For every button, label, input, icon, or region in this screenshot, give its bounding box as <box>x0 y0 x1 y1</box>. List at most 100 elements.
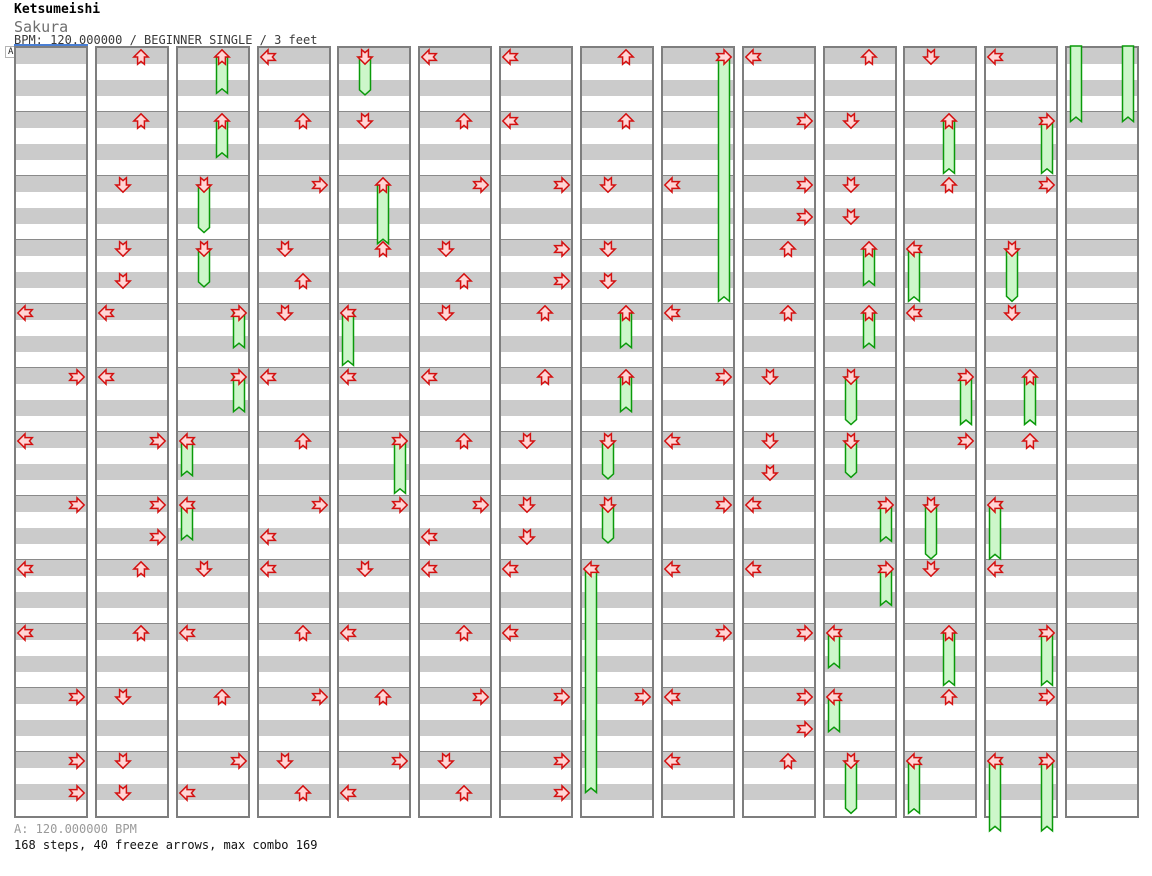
beat-stripe <box>259 560 329 576</box>
beat-stripe <box>905 112 975 128</box>
beat-stripe <box>178 48 248 64</box>
beat-stripe <box>501 336 571 352</box>
beat-stripe <box>97 560 167 576</box>
freeze-arrow-down <box>922 495 941 560</box>
freeze-arrow-right <box>391 431 409 495</box>
beat-stripe <box>825 80 895 96</box>
tap-arrow-left <box>501 623 519 642</box>
tap-arrow-right <box>553 751 571 770</box>
tap-arrow-left <box>420 367 438 386</box>
beat-stripe <box>1067 80 1137 96</box>
beat-stripe <box>986 496 1056 512</box>
beat-stripe <box>420 688 490 704</box>
beat-stripe <box>259 176 329 192</box>
tap-arrow-left <box>420 47 438 66</box>
beat-stripe <box>744 176 814 192</box>
beat-stripe <box>16 112 86 128</box>
beat-stripe <box>178 432 248 448</box>
freeze-arrow-down <box>842 367 861 426</box>
beat-stripe <box>663 688 733 704</box>
beat-stripe <box>825 592 895 608</box>
beat-stripe <box>825 528 895 544</box>
beat-stripe <box>339 624 409 640</box>
freeze-arrow-right <box>230 303 248 349</box>
beat-stripe <box>582 528 652 544</box>
tap-arrow-left <box>259 527 277 546</box>
freeze-arrow-left <box>178 495 196 541</box>
beat-stripe <box>825 784 895 800</box>
bpm-marker-line <box>14 44 88 46</box>
tap-arrow-down <box>518 431 537 449</box>
beat-stripe <box>986 48 1056 64</box>
tap-arrow-right <box>391 495 409 514</box>
beat-stripe <box>16 720 86 736</box>
beat-stripe <box>259 368 329 384</box>
beat-stripe <box>986 464 1056 480</box>
beat-stripe <box>259 720 329 736</box>
beat-stripe <box>501 48 571 64</box>
tap-arrow-right <box>68 367 86 386</box>
beat-stripe <box>97 112 167 128</box>
beat-stripe <box>986 112 1056 128</box>
beat-stripe <box>420 80 490 96</box>
tap-arrow-up <box>616 112 635 130</box>
beat-stripe <box>16 400 86 416</box>
tap-arrow-left <box>259 47 277 66</box>
beat-stripe <box>16 368 86 384</box>
beat-stripe <box>420 432 490 448</box>
beat-stripe <box>420 400 490 416</box>
beat-stripe <box>259 400 329 416</box>
beat-stripe <box>420 560 490 576</box>
tap-arrow-up <box>535 304 554 322</box>
beat-stripe <box>582 592 652 608</box>
freeze-arrow-up <box>212 112 231 159</box>
beat-stripe <box>178 656 248 672</box>
beat-stripe <box>501 176 571 192</box>
freeze-arrow-down <box>1003 239 1022 302</box>
beat-stripe <box>16 240 86 256</box>
beat-stripe <box>663 272 733 288</box>
beat-stripe <box>339 336 409 352</box>
beat-stripe <box>501 208 571 224</box>
beat-stripe <box>986 336 1056 352</box>
beat-stripe <box>825 144 895 160</box>
beat-stripe <box>259 624 329 640</box>
beat-stripe <box>905 208 975 224</box>
beat-stripe <box>16 304 86 320</box>
beat-stripe <box>582 112 652 128</box>
tap-arrow-down <box>599 175 618 193</box>
beat-stripe <box>259 48 329 64</box>
beat-stripe <box>16 336 86 352</box>
tap-arrow-right <box>68 783 86 802</box>
beat-stripe <box>501 560 571 576</box>
tap-arrow-down <box>437 239 456 257</box>
freeze-arrow-right <box>230 367 248 413</box>
tap-arrow-left <box>178 783 196 802</box>
beat-stripe <box>663 752 733 768</box>
beat-stripe <box>339 592 409 608</box>
beat-stripe <box>1067 688 1137 704</box>
tap-arrow-left <box>663 687 681 706</box>
beat-stripe <box>16 688 86 704</box>
beat-stripe <box>339 272 409 288</box>
beat-stripe <box>339 208 409 224</box>
freeze-arrow-down <box>599 495 618 544</box>
freeze-arrow-down <box>195 239 214 288</box>
freeze-arrow-down <box>195 175 214 234</box>
beat-stripe <box>663 496 733 512</box>
tap-arrow-up <box>131 48 150 66</box>
beat-stripe <box>501 112 571 128</box>
beat-stripe <box>825 720 895 736</box>
tap-arrow-up <box>131 560 150 578</box>
tap-arrow-left <box>259 559 277 578</box>
beat-stripe <box>663 80 733 96</box>
beat-stripe <box>663 656 733 672</box>
tap-arrow-right <box>796 623 814 642</box>
tap-arrow-down <box>599 239 618 257</box>
beat-stripe <box>582 400 652 416</box>
beat-stripe <box>97 720 167 736</box>
tap-arrow-left <box>339 623 357 642</box>
beat-stripe <box>582 720 652 736</box>
beat-stripe <box>744 112 814 128</box>
tap-arrow-up <box>293 784 312 802</box>
